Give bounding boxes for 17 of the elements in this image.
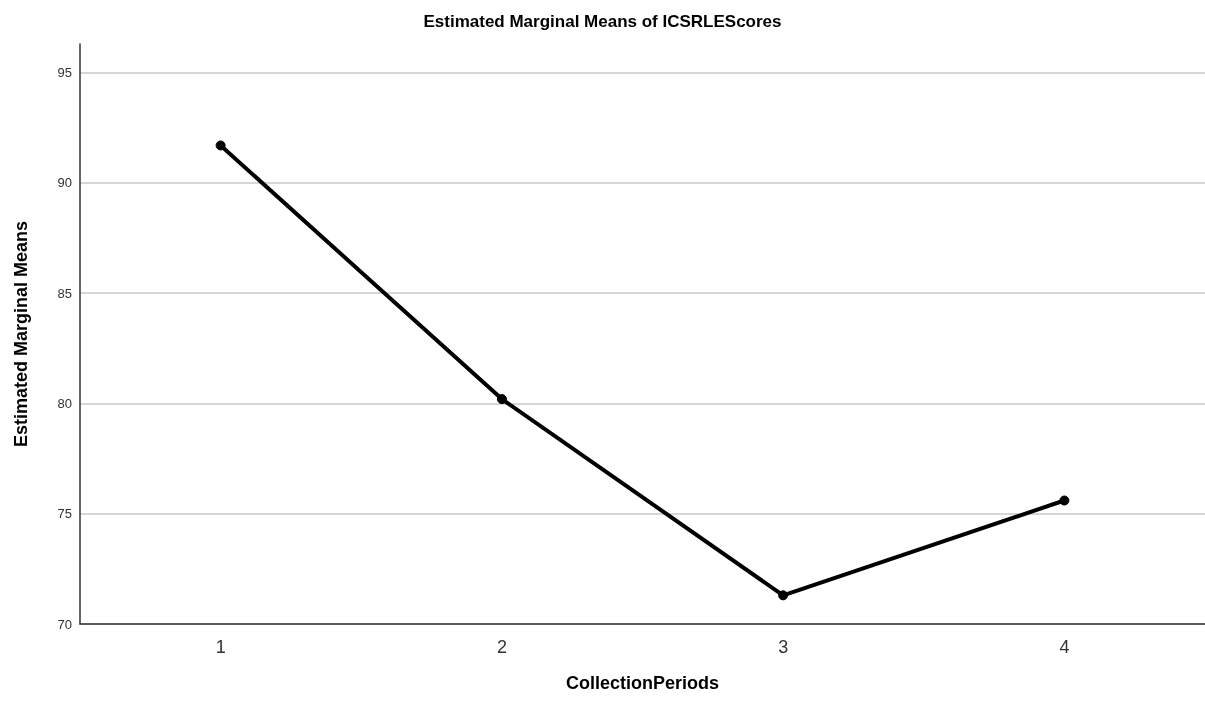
y-tick-label: 75	[57, 506, 72, 522]
y-tick-label: 70	[57, 616, 72, 632]
y-tick-label: 90	[57, 175, 72, 191]
x-tick-label: 3	[778, 637, 789, 657]
point	[1059, 495, 1070, 506]
y-tick-label: 80	[57, 395, 72, 411]
point	[496, 394, 507, 405]
y-tick-label: 95	[57, 65, 72, 81]
y-tick-label: 85	[57, 285, 72, 301]
point	[215, 140, 226, 151]
x-tick-label: 2	[496, 637, 507, 657]
y-axis-title: Estimated Marginal Means	[11, 220, 31, 448]
x-tick-label: 4	[1059, 637, 1070, 657]
point	[778, 590, 789, 601]
chart-title: Estimated Marginal Means of ICSRLEScores	[423, 12, 782, 31]
x-axis-title: CollectionPeriods	[565, 673, 720, 693]
x-tick-label: 1	[215, 637, 226, 657]
